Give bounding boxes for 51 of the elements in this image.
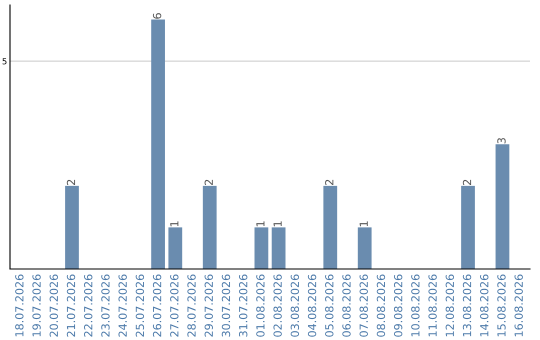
x-tick-label: 21.07.2026 <box>66 274 76 337</box>
data-label: 2 <box>66 180 76 186</box>
bar <box>65 186 79 269</box>
x-tick-label: 26.07.2026 <box>152 274 162 337</box>
x-tick-label: 20.07.2026 <box>50 274 58 337</box>
bar <box>496 144 510 269</box>
bar <box>254 227 268 269</box>
x-tick-label: 16.08.2026 <box>514 274 523 336</box>
x-tick-label: 25.07.2026 <box>136 274 144 337</box>
x-tick-label: 24.07.2026 <box>118 274 127 337</box>
bar <box>323 186 338 269</box>
data-label: 6 <box>152 13 162 19</box>
x-tick-label: 05.08.2026 <box>325 274 334 337</box>
data-label: 1 <box>360 221 368 226</box>
x-tick-label: 22.07.2026 <box>84 274 92 337</box>
x-tick-label: 06.08.2026 <box>342 274 351 337</box>
bar <box>168 227 182 269</box>
data-label: 2 <box>462 180 472 186</box>
x-tick-label: 14.08.2026 <box>480 274 488 336</box>
x-tick-label: 09.08.2026 <box>394 274 402 337</box>
data-label: 3 <box>497 138 506 144</box>
data-label: 1 <box>170 221 178 226</box>
x-tick-label: 08.08.2026 <box>376 274 386 337</box>
x-tick-label: 10.08.2026 <box>411 274 420 336</box>
x-tick-label: 04.08.2026 <box>308 274 316 337</box>
x-tick-label: 07.08.2026 <box>360 274 368 337</box>
x-tick-label: 30.07.2026 <box>222 274 230 337</box>
bar <box>272 227 286 269</box>
x-tick-label: 29.07.2026 <box>204 274 213 337</box>
x-tick-label: 19.07.2026 <box>32 274 41 336</box>
x-tick-label: 02.08.2026 <box>273 274 282 337</box>
bar <box>461 186 475 269</box>
data-label: 1 <box>256 221 264 226</box>
x-tick-label: 13.08.2026 <box>462 274 472 336</box>
data-label: 1 <box>274 221 282 226</box>
x-tick-label: 01.08.2026 <box>256 274 265 337</box>
x-tick-label: 11.08.2026 <box>428 274 437 336</box>
x-tick-label: 23.07.2026 <box>101 274 110 337</box>
bar <box>151 20 165 269</box>
y-tick-label: 5 <box>2 58 6 64</box>
bar <box>358 227 372 269</box>
x-tick-label: 12.08.2026 <box>446 274 454 336</box>
bar <box>202 186 217 269</box>
x-tick-label: 28.07.2026 <box>187 274 196 337</box>
data-label: 2 <box>204 180 213 186</box>
data-label: 2 <box>325 180 334 186</box>
x-tick-label: 18.07.2026 <box>15 274 24 336</box>
x-tick-label: 27.07.2026 <box>170 274 179 337</box>
x-tick-label: 03.08.2026 <box>290 274 300 337</box>
x-tick-label: 31.07.2026 <box>238 274 248 337</box>
x-tick-label: 15.08.2026 <box>497 274 506 336</box>
